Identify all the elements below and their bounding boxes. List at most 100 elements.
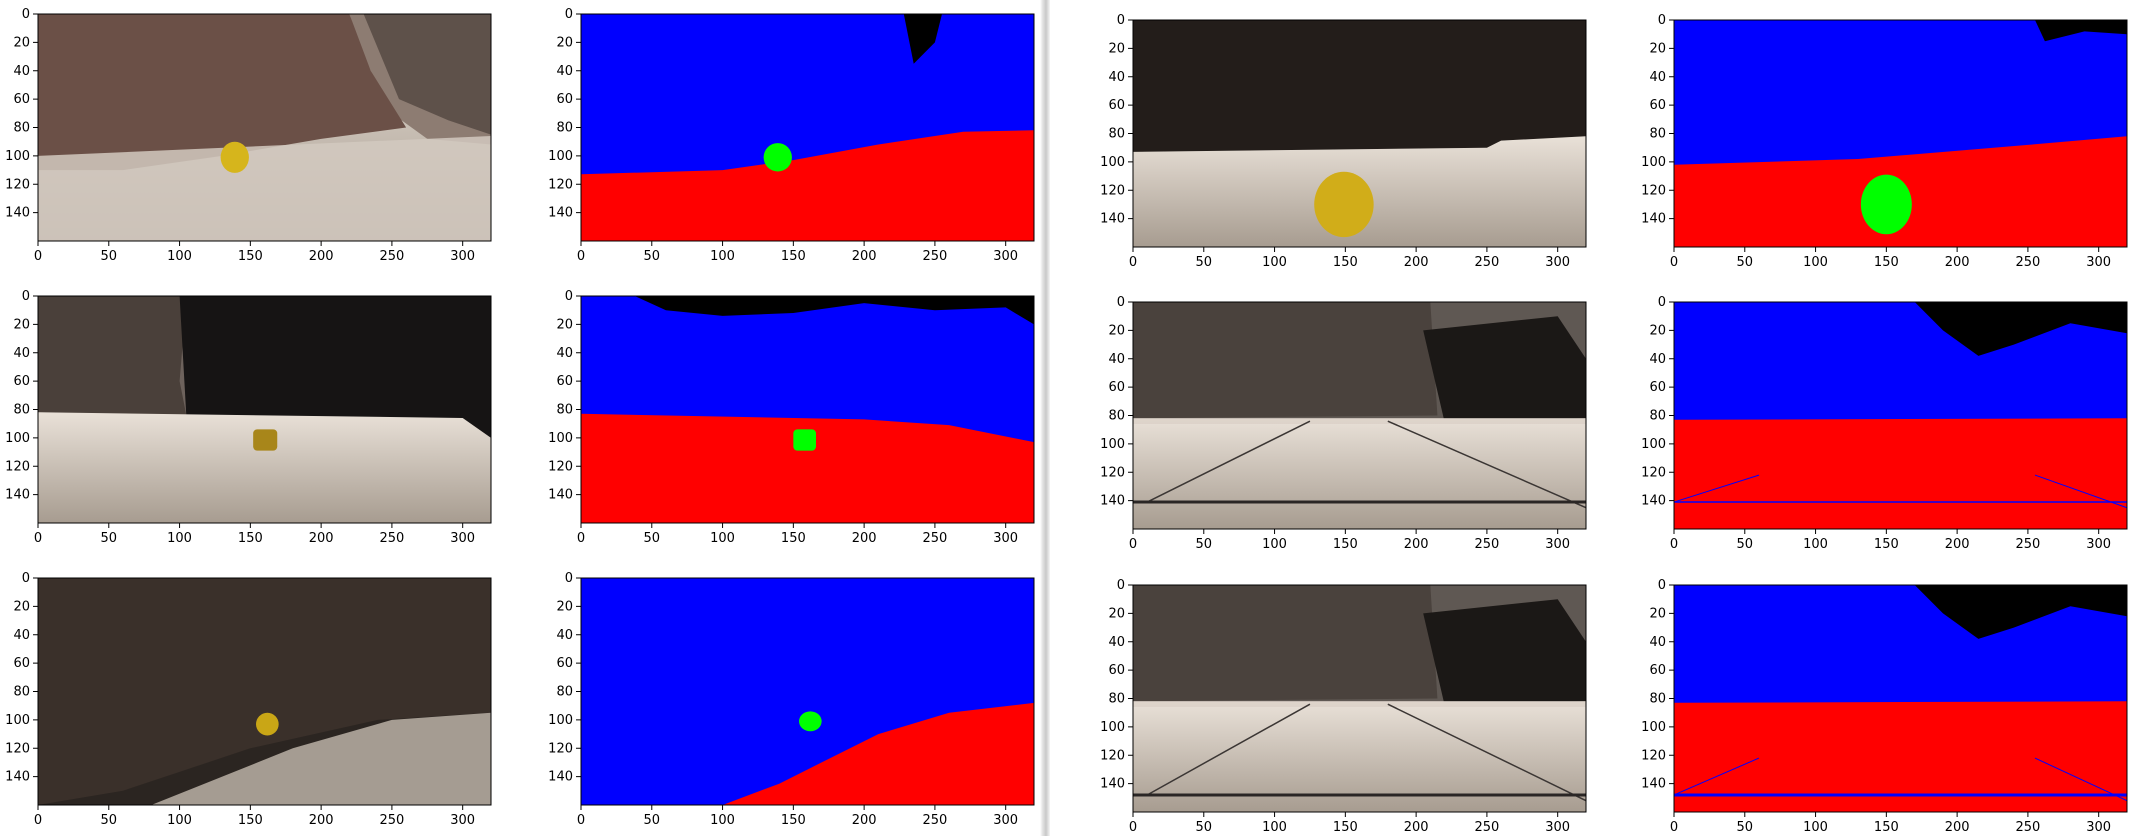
segmentation-plot: 0 50 100 150 200 250 300 0 20 40 60 80 100 120 140 <box>548 7 1035 264</box>
camera-svg: 0 50 100 150 200 250 300 0 20 40 60 80 100 120 140 <box>5 571 492 828</box>
y-tick-label: 80 <box>1649 127 1666 142</box>
camera-svg: 0 50 100 150 200 250 300 0 20 40 60 80 100 120 140 <box>5 289 492 546</box>
x-tick-label: 250 <box>379 249 404 264</box>
segmented-svg: 0 50 100 150 200 250 300 0 20 40 60 80 100 120 140 <box>548 289 1035 546</box>
y-tick-label: 100 <box>1641 720 1666 735</box>
y-tick-label: 20 <box>13 599 30 614</box>
x-tick-label: 100 <box>1262 537 1287 552</box>
y-tick-label: 40 <box>1649 352 1666 367</box>
y-tick-label: 100 <box>1100 437 1125 452</box>
y-tick-label: 60 <box>556 656 573 671</box>
y-tick-label: 60 <box>1108 663 1125 678</box>
x-tick-label: 50 <box>1737 820 1754 835</box>
x-tick-label: 50 <box>1196 255 1213 270</box>
y-tick-label: 100 <box>5 713 30 728</box>
x-tick-label: 200 <box>1945 255 1970 270</box>
x-tick-label: 300 <box>993 531 1018 546</box>
segmentation-plot: 0 50 100 150 200 250 300 0 20 40 60 80 100 120 140 <box>1641 295 2128 552</box>
x-tick-label: 50 <box>1196 820 1213 835</box>
x-tick-label: 50 <box>1737 255 1754 270</box>
y-tick-label: 120 <box>548 459 573 474</box>
x-tick-label: 100 <box>167 531 192 546</box>
segmentation-plot: 0 50 100 150 200 250 300 0 20 40 60 80 100 120 140 <box>548 571 1035 828</box>
y-tick-label: 100 <box>1641 437 1666 452</box>
x-tick-label: 150 <box>781 531 806 546</box>
y-tick-label: 40 <box>1649 70 1666 85</box>
x-tick-label: 0 <box>1129 820 1137 835</box>
x-tick-label: 100 <box>1262 255 1287 270</box>
y-tick-label: 140 <box>1100 212 1125 227</box>
x-tick-label: 300 <box>450 531 475 546</box>
x-tick-label: 200 <box>309 531 334 546</box>
x-tick-label: 0 <box>1670 255 1678 270</box>
x-tick-label: 300 <box>450 249 475 264</box>
x-tick-label: 300 <box>450 813 475 828</box>
y-tick-label: 40 <box>1108 352 1125 367</box>
y-tick-label: 80 <box>13 121 30 136</box>
y-tick-label: 140 <box>5 770 30 785</box>
x-tick-label: 200 <box>1404 255 1429 270</box>
x-tick-label: 200 <box>309 813 334 828</box>
x-tick-label: 0 <box>34 249 42 264</box>
x-tick-label: 250 <box>1474 537 1499 552</box>
x-tick-label: 100 <box>1262 820 1287 835</box>
y-tick-label: 140 <box>1100 777 1125 792</box>
x-tick-label: 100 <box>710 813 735 828</box>
y-tick-label: 80 <box>13 685 30 700</box>
x-tick-label: 250 <box>2015 255 2040 270</box>
y-tick-label: 0 <box>1658 13 1666 28</box>
y-tick-label: 40 <box>13 628 30 643</box>
x-tick-label: 100 <box>1803 820 1828 835</box>
y-tick-label: 120 <box>1641 748 1666 763</box>
x-tick-label: 150 <box>1333 255 1358 270</box>
y-tick-label: 20 <box>1649 41 1666 56</box>
y-tick-label: 100 <box>1100 720 1125 735</box>
x-tick-label: 150 <box>1333 820 1358 835</box>
segmentation-image <box>1674 20 2127 247</box>
y-tick-label: 0 <box>1658 578 1666 593</box>
y-tick-label: 100 <box>548 149 573 164</box>
y-tick-label: 60 <box>13 374 30 389</box>
segmented-svg: 0 50 100 150 200 250 300 0 20 40 60 80 100 120 140 <box>1641 13 2128 270</box>
y-tick-label: 100 <box>548 431 573 446</box>
y-tick-label: 20 <box>556 35 573 50</box>
segmented-svg: 0 50 100 150 200 250 300 0 20 40 60 80 100 120 140 <box>548 7 1035 264</box>
x-tick-label: 200 <box>852 813 877 828</box>
y-tick-label: 100 <box>1100 155 1125 170</box>
y-tick-label: 120 <box>5 459 30 474</box>
x-tick-label: 0 <box>1670 537 1678 552</box>
y-tick-label: 140 <box>548 770 573 785</box>
y-tick-label: 40 <box>1108 635 1125 650</box>
x-tick-label: 300 <box>1545 255 1570 270</box>
y-tick-label: 80 <box>556 685 573 700</box>
y-tick-label: 140 <box>548 206 573 221</box>
y-tick-label: 100 <box>5 431 30 446</box>
x-tick-label: 150 <box>781 249 806 264</box>
x-tick-label: 50 <box>101 249 118 264</box>
x-tick-label: 300 <box>2086 820 2111 835</box>
y-tick-label: 60 <box>1649 98 1666 113</box>
segmentation-image <box>1673 585 2128 812</box>
camera-image <box>38 296 491 523</box>
y-tick-label: 0 <box>1658 295 1666 310</box>
camera-svg: 0 50 100 150 200 250 300 0 20 40 60 80 100 120 140 <box>1100 578 1587 835</box>
x-tick-label: 250 <box>2015 537 2040 552</box>
y-tick-label: 100 <box>1641 155 1666 170</box>
y-tick-label: 60 <box>1108 98 1125 113</box>
camera-image <box>1133 585 1587 812</box>
camera-svg: 0 50 100 150 200 250 300 0 20 40 60 80 100 120 140 <box>5 7 492 264</box>
y-tick-label: 140 <box>5 488 30 503</box>
y-tick-label: 20 <box>1108 323 1125 338</box>
camera-svg: 0 50 100 150 200 250 300 0 20 40 60 80 100 120 140 <box>1100 295 1587 552</box>
x-tick-label: 300 <box>1545 820 1570 835</box>
x-tick-label: 200 <box>852 249 877 264</box>
y-tick-label: 140 <box>1641 777 1666 792</box>
camera-image <box>38 578 492 805</box>
y-tick-label: 120 <box>548 177 573 192</box>
y-tick-label: 20 <box>13 35 30 50</box>
y-tick-label: 120 <box>1641 183 1666 198</box>
segmentation-plot: 0 50 100 150 200 250 300 0 20 40 60 80 100 120 140 <box>1641 13 2128 270</box>
camera-image-plot: 0 50 100 150 200 250 300 0 20 40 60 80 100 120 140 <box>5 289 492 546</box>
camera-image <box>38 14 491 241</box>
x-tick-label: 250 <box>379 813 404 828</box>
